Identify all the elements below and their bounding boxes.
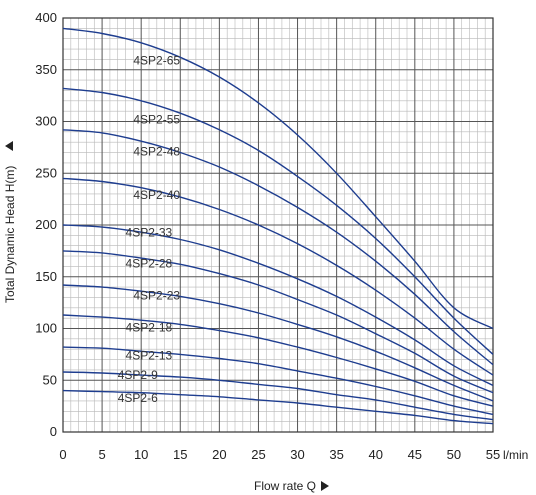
curve-4sp2-18 [62, 314, 494, 407]
curve-label-4sp2-13: 4SP2-13 [126, 349, 173, 363]
curve-label-4sp2-23: 4SP2-23 [133, 289, 180, 303]
x-axis-unit: l/min [503, 448, 528, 462]
y-tick-label: 50 [43, 372, 57, 387]
x-tick-label: 15 [173, 447, 187, 462]
curve-4sp2-65 [62, 27, 494, 330]
x-tick-label: 50 [447, 447, 461, 462]
x-axis-title: Flow rate Q [254, 479, 329, 493]
curve-label-4sp2-55: 4SP2-55 [133, 113, 180, 127]
curve-4sp2-9 [62, 371, 494, 421]
y-tick-label: 0 [50, 424, 57, 439]
x-axis-arrow-icon [321, 481, 329, 491]
curve-label-4sp2-48: 4SP2-48 [133, 145, 180, 159]
y-tick-label: 350 [35, 62, 57, 77]
x-tick-label: 55 [486, 447, 500, 462]
curve-4sp2-13 [62, 346, 494, 416]
curve-4sp2-40 [62, 177, 494, 376]
curve-4sp2-33 [62, 224, 494, 387]
x-tick-label: 20 [212, 447, 226, 462]
y-tick-labels: 0 50 100 150 200 250 300 350 400 [35, 10, 57, 439]
x-tick-label: 10 [134, 447, 148, 462]
curve-4sp2-55 [62, 87, 494, 355]
y-tick-label: 100 [35, 321, 57, 336]
x-tick-label: 40 [368, 447, 382, 462]
y-axis-arrow-icon [5, 141, 13, 151]
curve-label-4sp2-33: 4SP2-33 [126, 225, 173, 239]
x-tick-label: 25 [251, 447, 265, 462]
curve-4sp2-48 [62, 129, 494, 366]
y-axis-title: Total Dynamic Head H(m) [3, 141, 17, 303]
x-tick-label: 30 [290, 447, 304, 462]
y-axis-label: Total Dynamic Head H(m) [3, 166, 17, 303]
x-tick-label: 0 [59, 447, 66, 462]
curve-label-4sp2-28: 4SP2-28 [126, 256, 173, 270]
pump-curves [62, 27, 494, 425]
curve-label-4sp2-40: 4SP2-40 [133, 188, 180, 202]
curve-4sp2-6 [62, 389, 494, 425]
curve-label-4sp2-18: 4SP2-18 [126, 321, 173, 335]
y-tick-label: 200 [35, 217, 57, 232]
y-tick-label: 150 [35, 269, 57, 284]
x-axis-label: Flow rate Q [254, 479, 316, 493]
x-tick-label: 45 [408, 447, 422, 462]
curve-4sp2-28 [62, 250, 494, 394]
y-tick-label: 250 [35, 165, 57, 180]
curve-label-4sp2-9: 4SP2-9 [118, 368, 158, 382]
curve-label-4sp2-6: 4SP2-6 [118, 391, 158, 405]
x-tick-label: 35 [329, 447, 343, 462]
y-tick-label: 400 [35, 10, 57, 25]
x-tick-label: 5 [98, 447, 105, 462]
curve-label-4sp2-65: 4SP2-65 [133, 54, 180, 68]
y-tick-label: 300 [35, 114, 57, 129]
x-tick-labels: 0 5 10 15 20 25 30 35 40 45 50 55 [59, 447, 500, 462]
curve-4sp2-23 [62, 284, 494, 402]
curve-labels: 4SP2-65 4SP2-55 4SP2-48 4SP2-40 4SP2-33 4SP2-… [118, 54, 181, 405]
